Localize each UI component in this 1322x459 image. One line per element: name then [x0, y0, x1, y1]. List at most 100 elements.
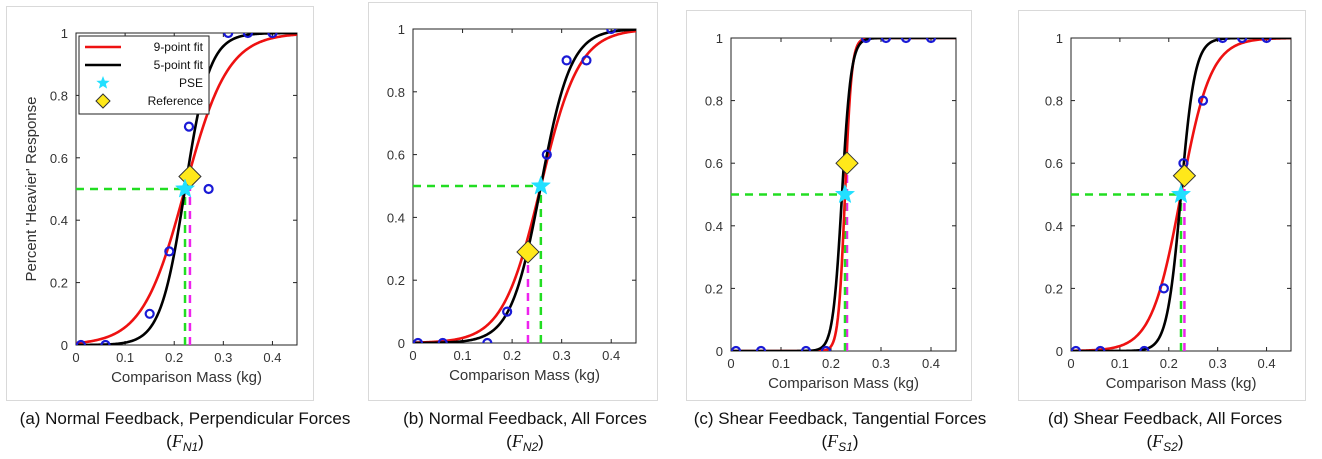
panel-d-xtick-label: 0.4 — [1258, 356, 1276, 371]
panel-a-data-point — [144, 308, 155, 319]
panel-c-ytick-label: 0 — [716, 344, 723, 359]
panel-a-data-point — [76, 339, 87, 345]
panel-a-pse-marker — [174, 178, 196, 198]
panel-c-ytick-label: 0.8 — [705, 94, 723, 109]
panel-b-reference-marker — [516, 240, 540, 264]
caption-a-text: (a) Normal Feedback, Perpendicular Force… — [19, 409, 351, 428]
panel-d-ytick-label: 0.6 — [1045, 156, 1063, 171]
panel-d-xlabel: Comparison Mass (kg) — [1106, 375, 1257, 392]
panel-b-ytick-label: 0 — [398, 336, 405, 351]
panel-c-ytick-label: 0.2 — [705, 281, 723, 296]
panel-a-data-point — [223, 33, 234, 39]
caption-d: (d) Shear Feedback, All Forces (FS2) — [1015, 408, 1315, 458]
panel-a-data-point — [242, 33, 253, 39]
caption-b: (b) Normal Feedback, All Forces (FN2) — [375, 408, 675, 458]
panel-b-ytick-label: 0.6 — [387, 148, 405, 163]
panel-d-ytick-label: 0.8 — [1045, 94, 1063, 109]
panel-a-data-point — [183, 121, 195, 132]
panel-b-data-point — [482, 337, 493, 343]
panel-b-five-point-fit-line — [413, 29, 636, 343]
panel-b-data-point — [606, 29, 617, 35]
panel-d-ytick-label: 1 — [1056, 31, 1063, 46]
panel-a-xtick-label: 0.3 — [214, 350, 232, 365]
panel-b-group: 0 0.1 0.2 0.3 0.4 0 0.2 0.4 0.6 0.8 1 Comparison Ma… — [387, 22, 637, 384]
panel-d-xtick-label: 0.3 — [1209, 356, 1227, 371]
panel-b-xtick-label: 0.4 — [602, 348, 620, 363]
panel-d-ytick-label: 0.2 — [1045, 281, 1063, 296]
panel-d-ytick-label: 0.4 — [1045, 219, 1063, 234]
caption-a: (a) Normal Feedback, Perpendicular Force… — [0, 408, 370, 458]
panel-b-xtick-label: 0.1 — [454, 348, 472, 363]
panel-b-data-point — [437, 337, 448, 343]
panel-a-ytick-label: 0.8 — [50, 88, 68, 103]
panel-d-data-point — [1261, 38, 1272, 44]
panel-a-data-point — [267, 33, 278, 39]
panel-b-data-point — [413, 337, 424, 343]
panel-c-xtick-label: 0.3 — [872, 356, 890, 371]
panel-a-data-point — [100, 339, 111, 345]
panel-d-xtick-label: 0 — [1067, 356, 1074, 371]
panel-a-ytick-label: 1 — [61, 26, 68, 41]
panel-b-xtick-label: 0.3 — [553, 348, 571, 363]
panel-b-ytick-label: 0.8 — [387, 85, 405, 100]
legend-nine-point-label: 9-point fit — [154, 40, 204, 54]
panel-c-nine-point-fit-line — [731, 38, 956, 351]
panel-b-axes — [412, 28, 637, 344]
panel-b-xtick-label: 0.2 — [503, 348, 521, 363]
panel-c-xlabel: Comparison Mass (kg) — [768, 375, 919, 392]
panel-d-xtick-label: 0.2 — [1160, 356, 1178, 371]
panel-b-xlabel: Comparison Mass (kg) — [449, 367, 600, 384]
panel-a-group: 0 0.1 0.2 0.3 0.4 0 0.2 0.4 0.6 0.8 1 Comparison Ma… — [23, 26, 298, 386]
panel-d-data-point — [1197, 95, 1209, 106]
legend-pse-swatch — [96, 76, 110, 89]
caption-c-text: (c) Shear Feedback, Tangential Forces — [693, 409, 987, 428]
panel-b-xtick-label: 0 — [409, 348, 416, 363]
panel-d-data-point — [1095, 345, 1106, 351]
legend-reference-swatch — [95, 93, 111, 109]
panel-d-data-point — [1071, 345, 1081, 351]
caption-d-symbol: (FS2) — [1146, 431, 1184, 454]
panel-d-group: 0 0.1 0.2 0.3 0.4 0 0.2 0.4 0.6 0.8 1 Comparison Ma… — [1045, 31, 1292, 392]
panel-c-xtick-label: 0.1 — [772, 356, 790, 371]
panel-c-data-point — [731, 345, 742, 351]
panel-a-xtick-label: 0.1 — [116, 350, 134, 365]
panel-b-data-point — [561, 55, 572, 66]
panel-c-ytick-label: 0.4 — [705, 219, 723, 234]
panel-c-data-point — [820, 345, 832, 351]
panel-a-data-point — [203, 183, 214, 195]
panel-a-xtick-label: 0 — [72, 350, 79, 365]
panel-d-data-point — [1217, 38, 1228, 44]
panel-b-plot-area — [413, 29, 636, 343]
caption-a-symbol: (FN1) — [166, 431, 204, 454]
panel-d-reference-marker — [1172, 164, 1197, 188]
panel-a-ytick-label: 0.4 — [50, 213, 68, 228]
panel-b-data-point — [541, 149, 552, 160]
panel-c-ytick-label: 1 — [716, 31, 723, 46]
panel-a-ylabel: Percent 'Heavier' Response — [23, 97, 40, 282]
panel-c-group: 0 0.1 0.2 0.3 0.4 0 0.2 0.4 0.6 0.8 1 Comparison Ma… — [705, 31, 957, 392]
panel-a-xtick-label: 0.2 — [165, 350, 183, 365]
caption-c: (c) Shear Feedback, Tangential Forces (F… — [680, 408, 1000, 458]
panel-c-data-point — [755, 345, 767, 351]
panel-c-xtick-label: 0.2 — [822, 356, 840, 371]
panel-a-data-point — [164, 246, 175, 257]
caption-b-symbol: (FN2) — [506, 431, 544, 454]
panel-a-ytick-label: 0.2 — [50, 276, 68, 291]
panel-b-data-point — [502, 306, 513, 317]
panel-d-ytick-label: 0 — [1056, 344, 1063, 359]
panel-c-pse-marker — [834, 183, 856, 204]
panel-d-data-point — [1158, 283, 1169, 294]
panel-b-pse-marker — [530, 175, 552, 195]
panel-c-data-point — [860, 38, 872, 44]
panel-d-plot-area — [1071, 38, 1291, 351]
panel-b-ytick-label: 0.2 — [387, 273, 405, 288]
caption-d-text: (d) Shear Feedback, All Forces — [1047, 409, 1283, 428]
panel-d-data-point — [1237, 38, 1248, 44]
legend-five-point-label: 5-point fit — [154, 58, 204, 72]
panel-c-ytick-label: 0.6 — [705, 156, 723, 171]
panel-b-ytick-label: 0.4 — [387, 210, 405, 225]
panel-a-ytick-label: 0.6 — [50, 151, 68, 166]
panel-c-xtick-label: 0.4 — [922, 356, 940, 371]
